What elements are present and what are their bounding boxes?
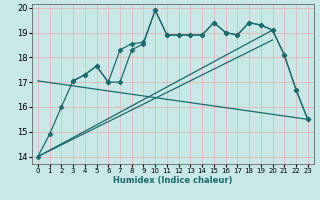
X-axis label: Humidex (Indice chaleur): Humidex (Indice chaleur) — [113, 176, 233, 185]
